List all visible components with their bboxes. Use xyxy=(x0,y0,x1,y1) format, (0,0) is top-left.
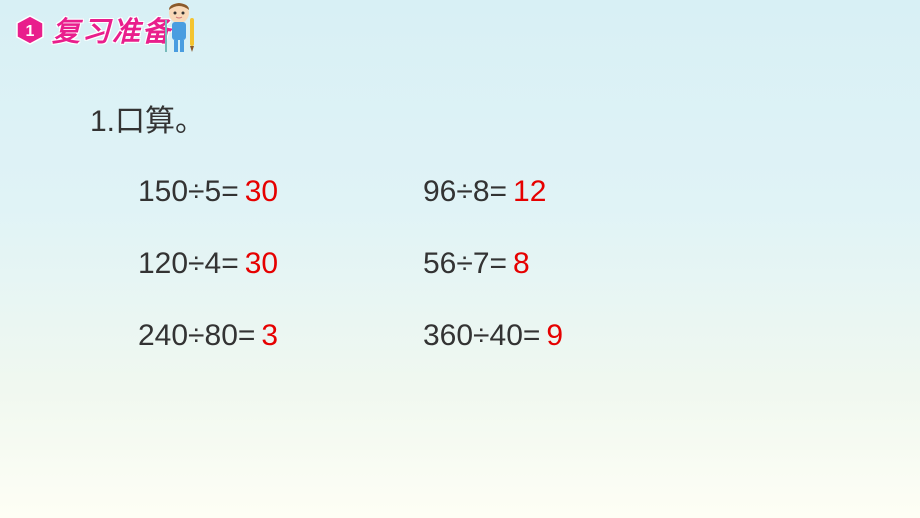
problem-cell: 96÷8= 12 xyxy=(423,175,546,209)
problem-cell: 120÷4= 30 xyxy=(138,247,423,281)
problem-cell: 360÷40= 9 xyxy=(423,319,563,353)
answer: 8 xyxy=(513,247,530,281)
problem-cell: 56÷7= 8 xyxy=(423,247,530,281)
question-label: 1.口算。 xyxy=(90,96,205,140)
answer: 3 xyxy=(261,319,278,353)
hexagon-number-icon: 1 xyxy=(14,14,46,46)
expression: 120÷4= xyxy=(138,247,239,281)
mascot-icon xyxy=(158,0,200,55)
expression: 56÷7= xyxy=(423,247,507,281)
expression: 360÷40= xyxy=(423,319,540,353)
problem-row: 240÷80= 3 360÷40= 9 xyxy=(138,319,563,353)
problem-cell: 150÷5= 30 xyxy=(138,175,423,209)
section-title: 复习准备 xyxy=(52,10,172,50)
problem-row: 150÷5= 30 96÷8= 12 xyxy=(138,175,563,209)
problem-cell: 240÷80= 3 xyxy=(138,319,423,353)
answer: 12 xyxy=(513,175,546,209)
expression: 240÷80= xyxy=(138,319,255,353)
answer: 30 xyxy=(245,247,278,281)
answer: 9 xyxy=(546,319,563,353)
section-header: 1 复习准备 xyxy=(14,10,172,50)
answer: 30 xyxy=(245,175,278,209)
hexagon-number: 1 xyxy=(26,23,35,40)
expression: 150÷5= xyxy=(138,175,239,209)
problem-row: 120÷4= 30 56÷7= 8 xyxy=(138,247,563,281)
expression: 96÷8= xyxy=(423,175,507,209)
problems-grid: 150÷5= 30 96÷8= 12 120÷4= 30 56÷7= 8 240… xyxy=(138,175,563,391)
